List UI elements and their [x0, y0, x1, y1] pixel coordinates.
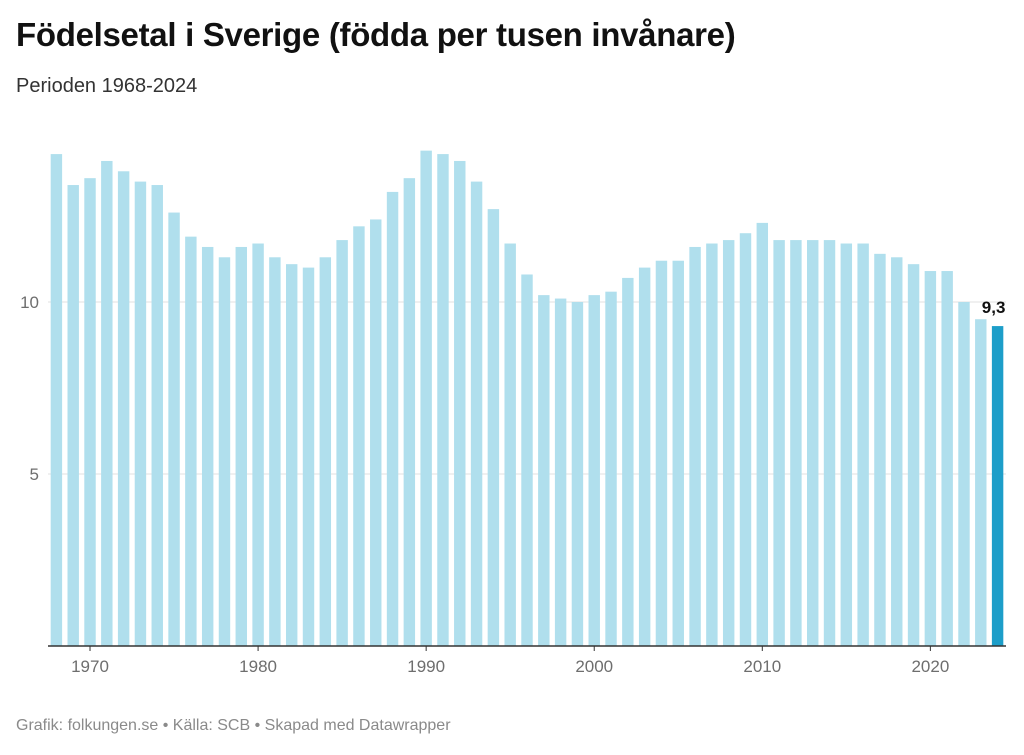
x-tick-label: 1970: [71, 657, 109, 676]
bar: [823, 240, 836, 646]
bar: [403, 178, 416, 646]
bar: [874, 253, 886, 646]
bar: [336, 240, 348, 646]
bar: [218, 257, 231, 646]
bar: [117, 171, 130, 646]
bar: [319, 257, 332, 646]
y-tick-label: 10: [20, 293, 39, 312]
bar: [991, 326, 1004, 646]
bar: [840, 243, 853, 646]
bar: [504, 243, 516, 646]
bar: [67, 185, 79, 647]
bar: [454, 160, 466, 646]
bar: [470, 181, 483, 646]
bar: [487, 209, 500, 646]
chart-subtitle: Perioden 1968-2024: [16, 75, 198, 97]
bar: [907, 264, 920, 646]
bar: [605, 291, 617, 646]
bar: [924, 271, 937, 646]
bar: [84, 178, 96, 646]
bar: [655, 260, 668, 646]
bar: [622, 277, 634, 646]
bar: [269, 257, 281, 646]
bar: [807, 240, 819, 646]
bar: [706, 243, 718, 646]
bar: [521, 274, 533, 646]
bar: [370, 219, 382, 646]
bar: [50, 154, 63, 646]
bar: [101, 160, 113, 646]
axes: 1970 1980 1990 2000 2010 2020: [48, 645, 1006, 676]
bar: [891, 257, 903, 646]
bar: [689, 246, 701, 646]
bar: [588, 295, 600, 646]
bar: [151, 185, 163, 647]
bar: [571, 302, 584, 646]
bar: [168, 212, 180, 646]
bar: [386, 191, 399, 647]
bar: [201, 246, 214, 646]
bar: [975, 319, 987, 646]
bar: [353, 226, 365, 646]
bar: [285, 264, 298, 646]
bar: [790, 240, 802, 646]
bars: 9,3: [50, 150, 1006, 647]
bar: [185, 236, 197, 646]
chart-title: Födelsetal i Sverige (födda per tusen in…: [16, 16, 736, 53]
bar: [739, 233, 752, 646]
bar: [857, 243, 869, 646]
bar: [554, 298, 567, 646]
bar: [302, 267, 315, 646]
bar: [756, 222, 769, 646]
bar: [420, 150, 432, 646]
bar: [437, 154, 449, 646]
bar: [638, 267, 651, 646]
bar: [722, 240, 735, 646]
bar: [235, 246, 247, 646]
x-tick-label: 2010: [743, 657, 781, 676]
bar: [672, 260, 684, 646]
data-label: 9,3: [982, 298, 1006, 317]
bar: [958, 302, 970, 646]
bar: [252, 243, 264, 646]
chart-footer: Grafik: folkungen.se • Källa: SCB • Skap…: [16, 717, 451, 734]
bar: [773, 240, 785, 646]
x-tick-label: 1990: [407, 657, 445, 676]
y-tick-label: 5: [30, 465, 39, 484]
x-tick-label: 2000: [575, 657, 613, 676]
bar-chart: 5 10 9,3 1970 1980 1990 2000 2010 2020: [20, 150, 1006, 676]
bar: [538, 295, 550, 646]
bar: [941, 271, 953, 646]
x-tick-label: 1980: [239, 657, 277, 676]
x-tick-label: 2020: [911, 657, 949, 676]
bar: [134, 181, 147, 646]
